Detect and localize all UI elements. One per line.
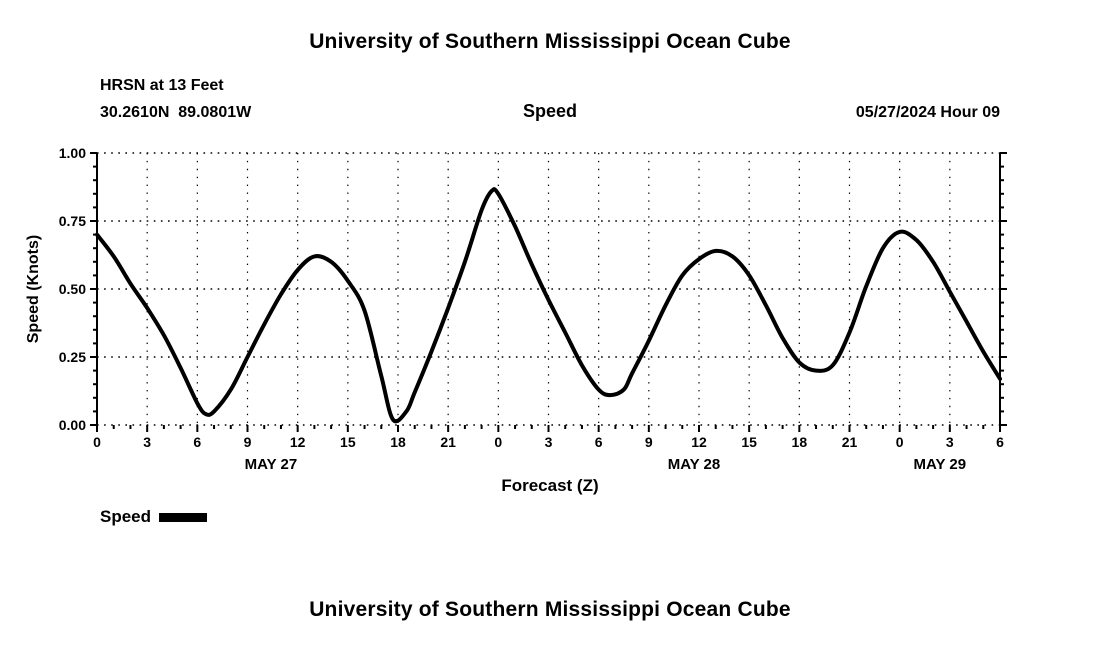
- next-chart-title: University of Southern Mississippi Ocean…: [309, 598, 791, 621]
- day-label: MAY 29: [914, 456, 967, 473]
- x-tick-label: 9: [244, 434, 252, 450]
- station-label: HRSN at 13 Feet: [100, 77, 224, 94]
- y-tick-label: 0.25: [59, 349, 86, 365]
- x-tick-label: 15: [340, 434, 356, 450]
- x-tick-label: 6: [193, 434, 201, 450]
- series-line-speed: [95, 187, 1002, 424]
- legend-label: Speed: [100, 507, 152, 526]
- y-tick-label: 1.00: [59, 145, 86, 161]
- y-tick-label: 0.75: [59, 213, 86, 229]
- x-tick-label: 12: [691, 434, 707, 450]
- legend: Speed: [100, 507, 208, 527]
- x-tick-label: 0: [494, 434, 502, 450]
- x-tick-label: 0: [896, 434, 904, 450]
- x-tick-label: 3: [545, 434, 553, 450]
- station-coordinates: 30.2610N 89.0801W: [100, 104, 252, 121]
- x-tick-label: 18: [390, 434, 406, 450]
- x-tick-label: 9: [645, 434, 653, 450]
- chart-title: University of Southern Mississippi Ocean…: [309, 30, 791, 53]
- x-tick-label: 0: [93, 434, 101, 450]
- x-tick-label: 6: [996, 434, 1004, 450]
- x-tick-label: 21: [440, 434, 456, 450]
- x-tick-label: 18: [792, 434, 808, 450]
- legend-swatch: [159, 513, 208, 523]
- x-tick-label: 3: [143, 434, 151, 450]
- y-tick-label: 0.00: [59, 417, 86, 433]
- x-tick-label: 15: [741, 434, 757, 450]
- forecast-datetime: 05/27/2024 Hour 09: [855, 104, 1000, 121]
- x-tick-label: 3: [946, 434, 954, 450]
- day-label: MAY 27: [245, 456, 298, 473]
- day-label: MAY 28: [668, 456, 721, 473]
- x-axis-label: Forecast (Z): [501, 476, 599, 495]
- x-tick-label: 12: [290, 434, 306, 450]
- y-tick-label: 0.50: [59, 281, 86, 297]
- x-tick-label: 21: [842, 434, 858, 450]
- x-tick-label: 6: [595, 434, 603, 450]
- variable-title: Speed: [522, 101, 578, 121]
